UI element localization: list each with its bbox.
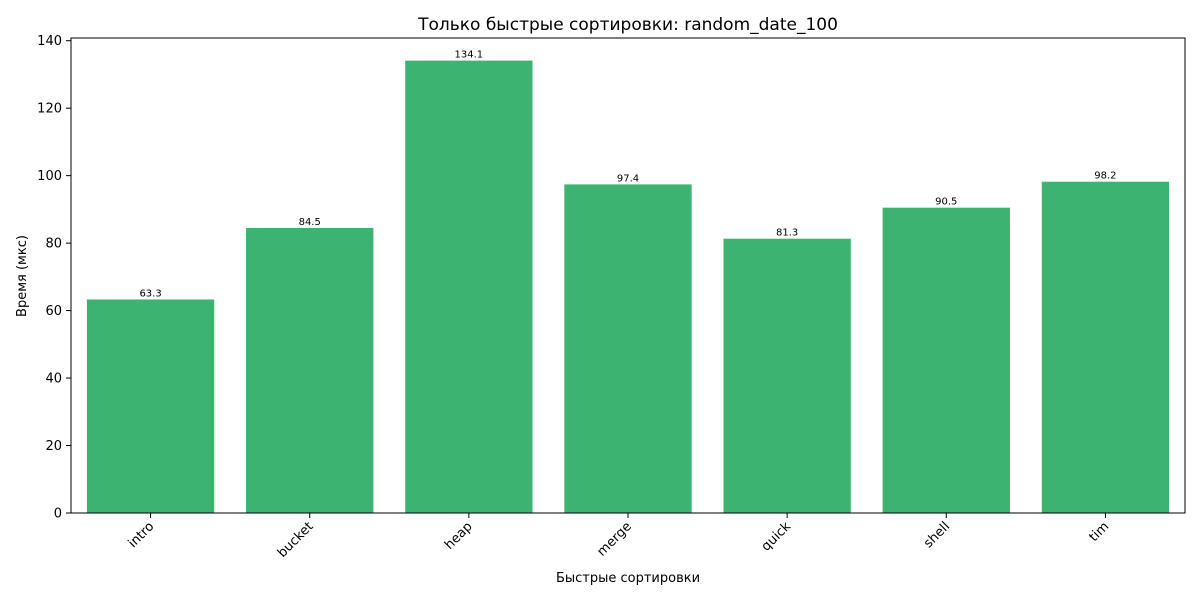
y-tick-label: 100 [37,169,62,184]
x-axis-title: Быстрые сортировки [556,571,700,586]
data-label-merge: 97.4 [617,173,639,184]
y-tick-label: 80 [45,237,62,252]
y-tick-label: 60 [45,304,62,319]
bar-tim [1041,181,1170,514]
data-label-intro: 63.3 [139,288,161,299]
data-label-shell: 90.5 [935,197,957,208]
y-tick-label: 40 [45,372,62,387]
y-axis-title: Время (мкс) [15,235,30,317]
y-tick-label: 0 [54,507,62,522]
y-tick-label: 140 [37,34,62,49]
bar-shell [882,207,1010,514]
bar-heap [405,60,533,514]
x-tick-label-tim: tim [1087,519,1113,545]
y-tick-label: 20 [45,439,62,454]
chart-title: Только быстрые сортировки: random_date_1… [417,15,838,35]
x-tick-label-quick: quick [759,519,795,555]
data-label-bucket: 84.5 [299,217,321,228]
data-label-heap: 134.1 [455,50,484,61]
bar-intro [86,299,215,513]
data-label-tim: 98.2 [1094,171,1116,182]
data-label-quick: 81.3 [776,228,798,239]
x-tick-label-merge: merge [595,519,635,559]
x-tick-label-bucket: bucket [275,519,317,561]
bar-merge [564,184,692,514]
bar-quick [723,238,851,514]
x-tick-label-heap: heap [442,519,476,553]
plot-area: 63.3 84.5 134.1 97.4 81.3 90.5 98.2 0 20 40 60 80 10… [37,34,1186,561]
x-tick-label-intro: intro [126,519,158,551]
x-tick-label-shell: shell [921,519,953,551]
bar-bucket [246,227,374,513]
y-tick-label: 120 [37,102,62,117]
